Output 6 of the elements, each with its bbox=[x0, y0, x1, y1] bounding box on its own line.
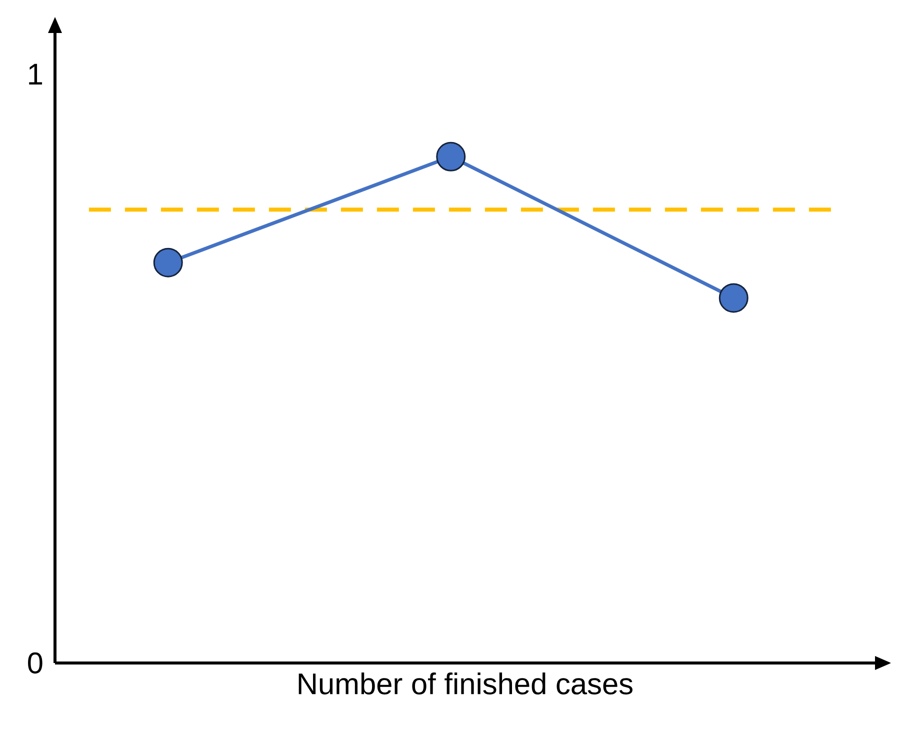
point bbox=[718, 283, 748, 313]
x-axis-title: Number of finished cases bbox=[298, 672, 632, 694]
y-tick-label: 0 bbox=[28, 652, 42, 674]
y-tick-label: 1 bbox=[29, 64, 42, 84]
point bbox=[153, 248, 183, 278]
point bbox=[436, 142, 466, 172]
